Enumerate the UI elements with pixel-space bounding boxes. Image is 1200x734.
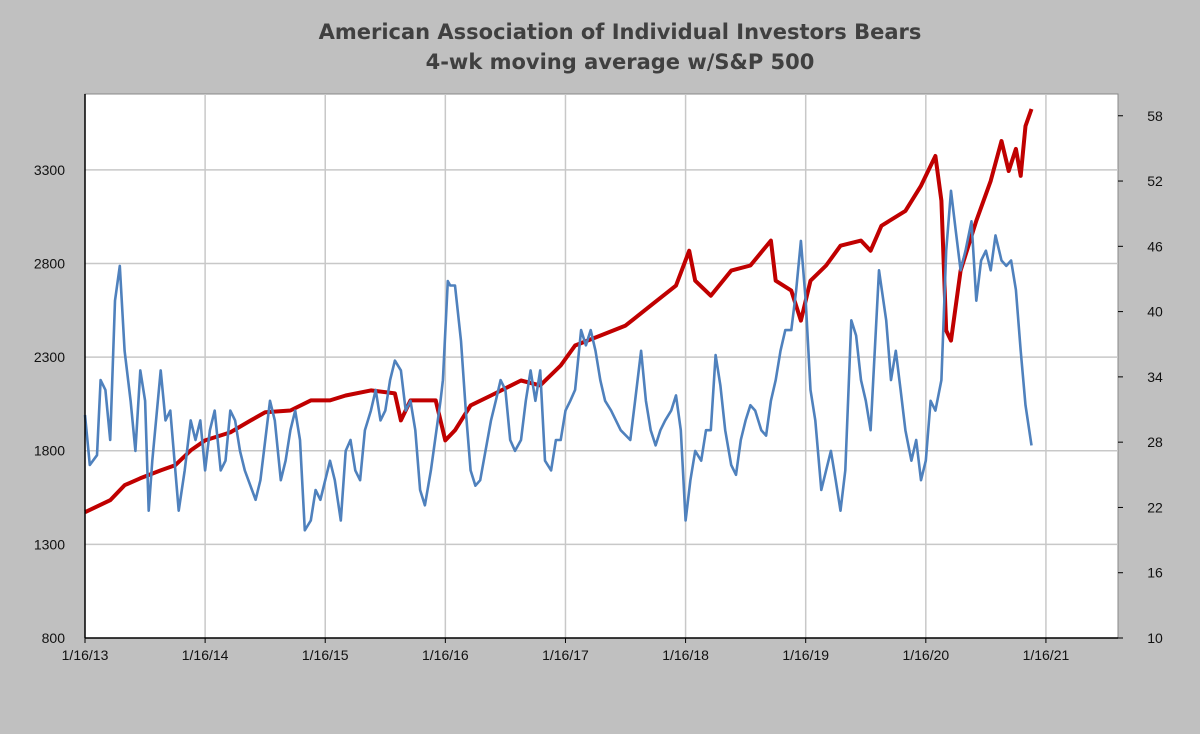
x-tick-label: 1/16/18 bbox=[662, 647, 709, 663]
tick-labels: 1/16/13 1/16/14 1/16/15 1/16/16 1/16/17 1/16/… bbox=[34, 108, 1163, 663]
y-right-tick-label: 22 bbox=[1147, 499, 1163, 515]
y-right-tick-label: 16 bbox=[1147, 565, 1163, 581]
y-left-tick-label: 3300 bbox=[34, 162, 65, 178]
y-right-tick-label: 46 bbox=[1147, 238, 1163, 254]
chart-subtitle: 4-wk moving average w/S&P 500 bbox=[425, 50, 815, 74]
x-tick-label: 1/16/21 bbox=[1023, 647, 1070, 663]
y-right-tick-label: 58 bbox=[1147, 108, 1163, 124]
chart-title: American Association of Individual Inves… bbox=[0, 17, 1200, 77]
chart-title-line1: American Association of Individual Inves… bbox=[318, 20, 922, 44]
x-tick-label: 1/16/17 bbox=[542, 647, 589, 663]
y-right-tick-label: 34 bbox=[1147, 369, 1163, 385]
x-tick-label: 1/16/19 bbox=[782, 647, 829, 663]
x-tick-label: 1/16/13 bbox=[62, 647, 109, 663]
x-tick-label: 1/16/15 bbox=[302, 647, 349, 663]
bears-line bbox=[83, 189, 1033, 532]
y-right-tick-label: 28 bbox=[1147, 434, 1163, 450]
y-left-tick-label: 1800 bbox=[34, 443, 65, 459]
x-tick-label: 1/16/20 bbox=[902, 647, 949, 663]
y-right-tick-label: 10 bbox=[1147, 630, 1163, 646]
y-left-tick-label: 800 bbox=[42, 630, 66, 646]
y-right-tick-label: 52 bbox=[1147, 173, 1163, 189]
x-tick-label: 1/16/14 bbox=[182, 647, 229, 663]
y-left-tick-label: 1300 bbox=[34, 536, 65, 552]
gridlines bbox=[84, 94, 1123, 643]
y-left-tick-label: 2800 bbox=[34, 255, 65, 271]
y-left-tick-label: 2300 bbox=[34, 349, 65, 365]
x-tick-label: 1/16/16 bbox=[422, 647, 469, 663]
plot-area bbox=[84, 93, 1119, 639]
y-right-tick-label: 40 bbox=[1147, 304, 1163, 320]
series-lines bbox=[83, 108, 1034, 532]
